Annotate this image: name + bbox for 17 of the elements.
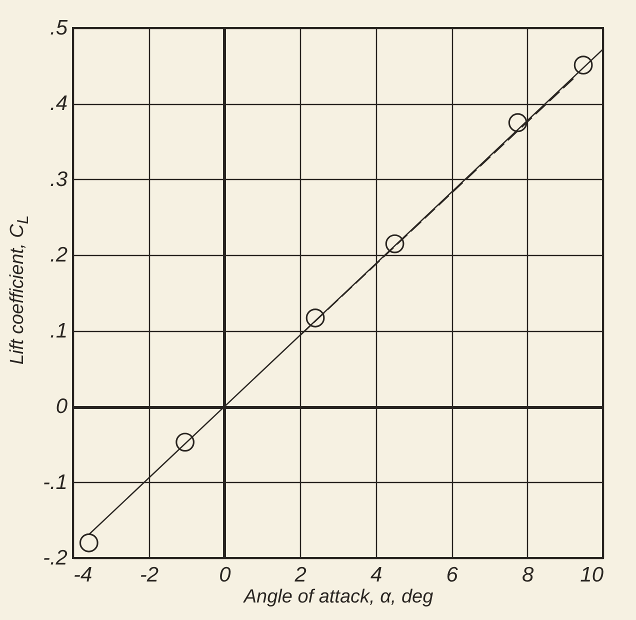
x-tick-label: 6 bbox=[446, 564, 458, 586]
y-tick-label: -.2 bbox=[42, 546, 68, 570]
x-tick-label: 8 bbox=[522, 564, 534, 586]
x-tick-label: 10 bbox=[580, 564, 604, 586]
y-tick-label: .1 bbox=[50, 319, 68, 342]
y-tick-label: .3 bbox=[50, 168, 68, 191]
x-tick-label: -2 bbox=[140, 564, 159, 586]
y-tick-label: .2 bbox=[50, 244, 68, 267]
y-tick-label: -.1 bbox=[42, 470, 68, 494]
y-tick-label: .5 bbox=[50, 16, 68, 40]
x-tick-label: 0 bbox=[219, 564, 232, 586]
y-tick-label: 0 bbox=[56, 395, 68, 418]
x-tick-label: 2 bbox=[294, 564, 307, 586]
y-tick-label: .4 bbox=[50, 92, 68, 116]
x-tick-label: -4 bbox=[74, 564, 92, 586]
x-axis-title: Angle of attack, α, deg bbox=[242, 586, 434, 608]
x-tick-label: 4 bbox=[370, 564, 382, 586]
